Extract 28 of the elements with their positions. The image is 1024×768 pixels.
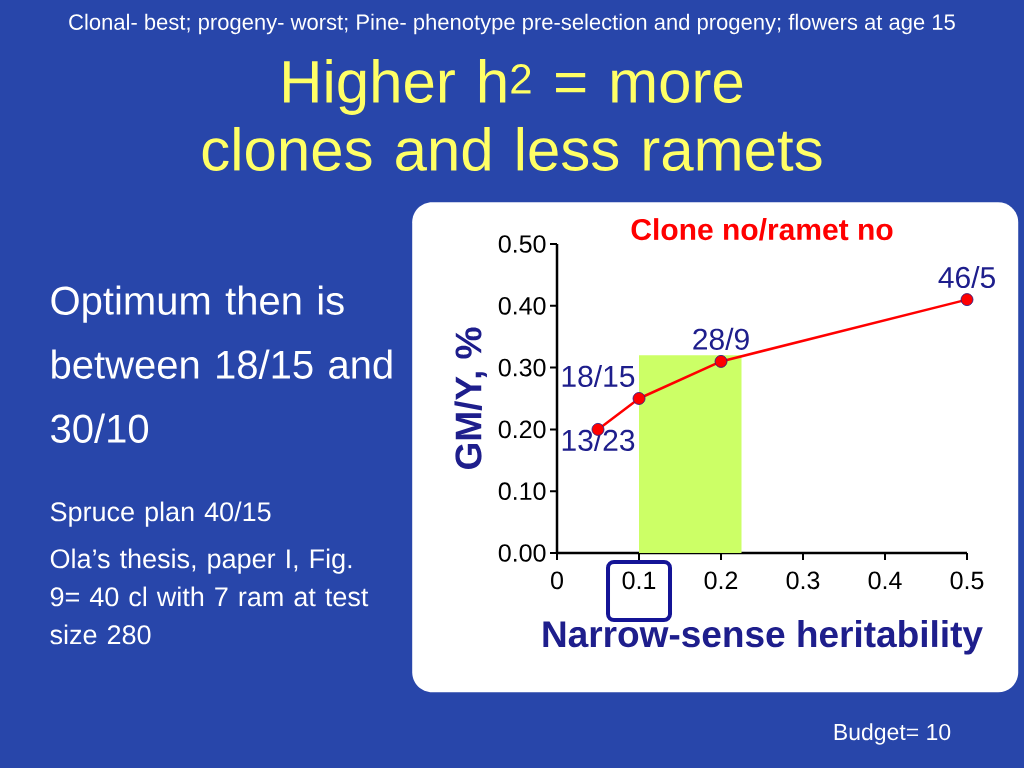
text: Budget= 10 <box>834 723 951 745</box>
data-label: 13/23 <box>562 428 635 451</box>
point <box>960 293 974 307</box>
x-tick-label: 0.1 <box>622 571 656 590</box>
text: Ola’s thesis, paper I, Fig. 9= 40 cl with 7 ram at test size 280 <box>50 548 369 645</box>
y-tick-label: 0.50 <box>498 235 546 253</box>
x-tick-label: 0.2 <box>704 571 738 590</box>
y-tick-label: 0.30 <box>498 358 546 377</box>
y-tick-label: 0.20 <box>498 420 546 439</box>
x-axis-title: Narrow-sense heritability <box>543 620 983 655</box>
text: Spruce plan 40/15 <box>50 501 271 527</box>
y-tick-label: 0.10 <box>498 482 546 501</box>
chart-subtitle: Clonal- best; progeny- worst; Pine- phenotype pre-selection and progeny; flowers at age 15 <box>69 13 955 35</box>
point <box>714 355 728 368</box>
data-label: 46/5 <box>938 266 995 289</box>
y-tick-label: 0.40 <box>498 296 546 315</box>
text: Optimum then is between 18/15 and 30/10 <box>51 285 392 443</box>
x-tick-label: 0.5 <box>950 571 984 590</box>
data-label: 28/9 <box>693 327 749 350</box>
data-label: 18/15 <box>562 364 635 387</box>
chart-title: Clone no/ramet no <box>631 218 893 241</box>
y-tick-label: 0.00 <box>498 544 546 562</box>
x-tick-label: 0.4 <box>868 571 902 590</box>
y-axis-title: GM/Y, % <box>454 327 487 469</box>
point <box>632 392 646 405</box>
x-tick-label: 0 <box>551 571 563 590</box>
x-tick-label: 0.3 <box>786 571 820 590</box>
text: Higher h$^{2}$ = more clones and less ramets <box>202 58 822 172</box>
